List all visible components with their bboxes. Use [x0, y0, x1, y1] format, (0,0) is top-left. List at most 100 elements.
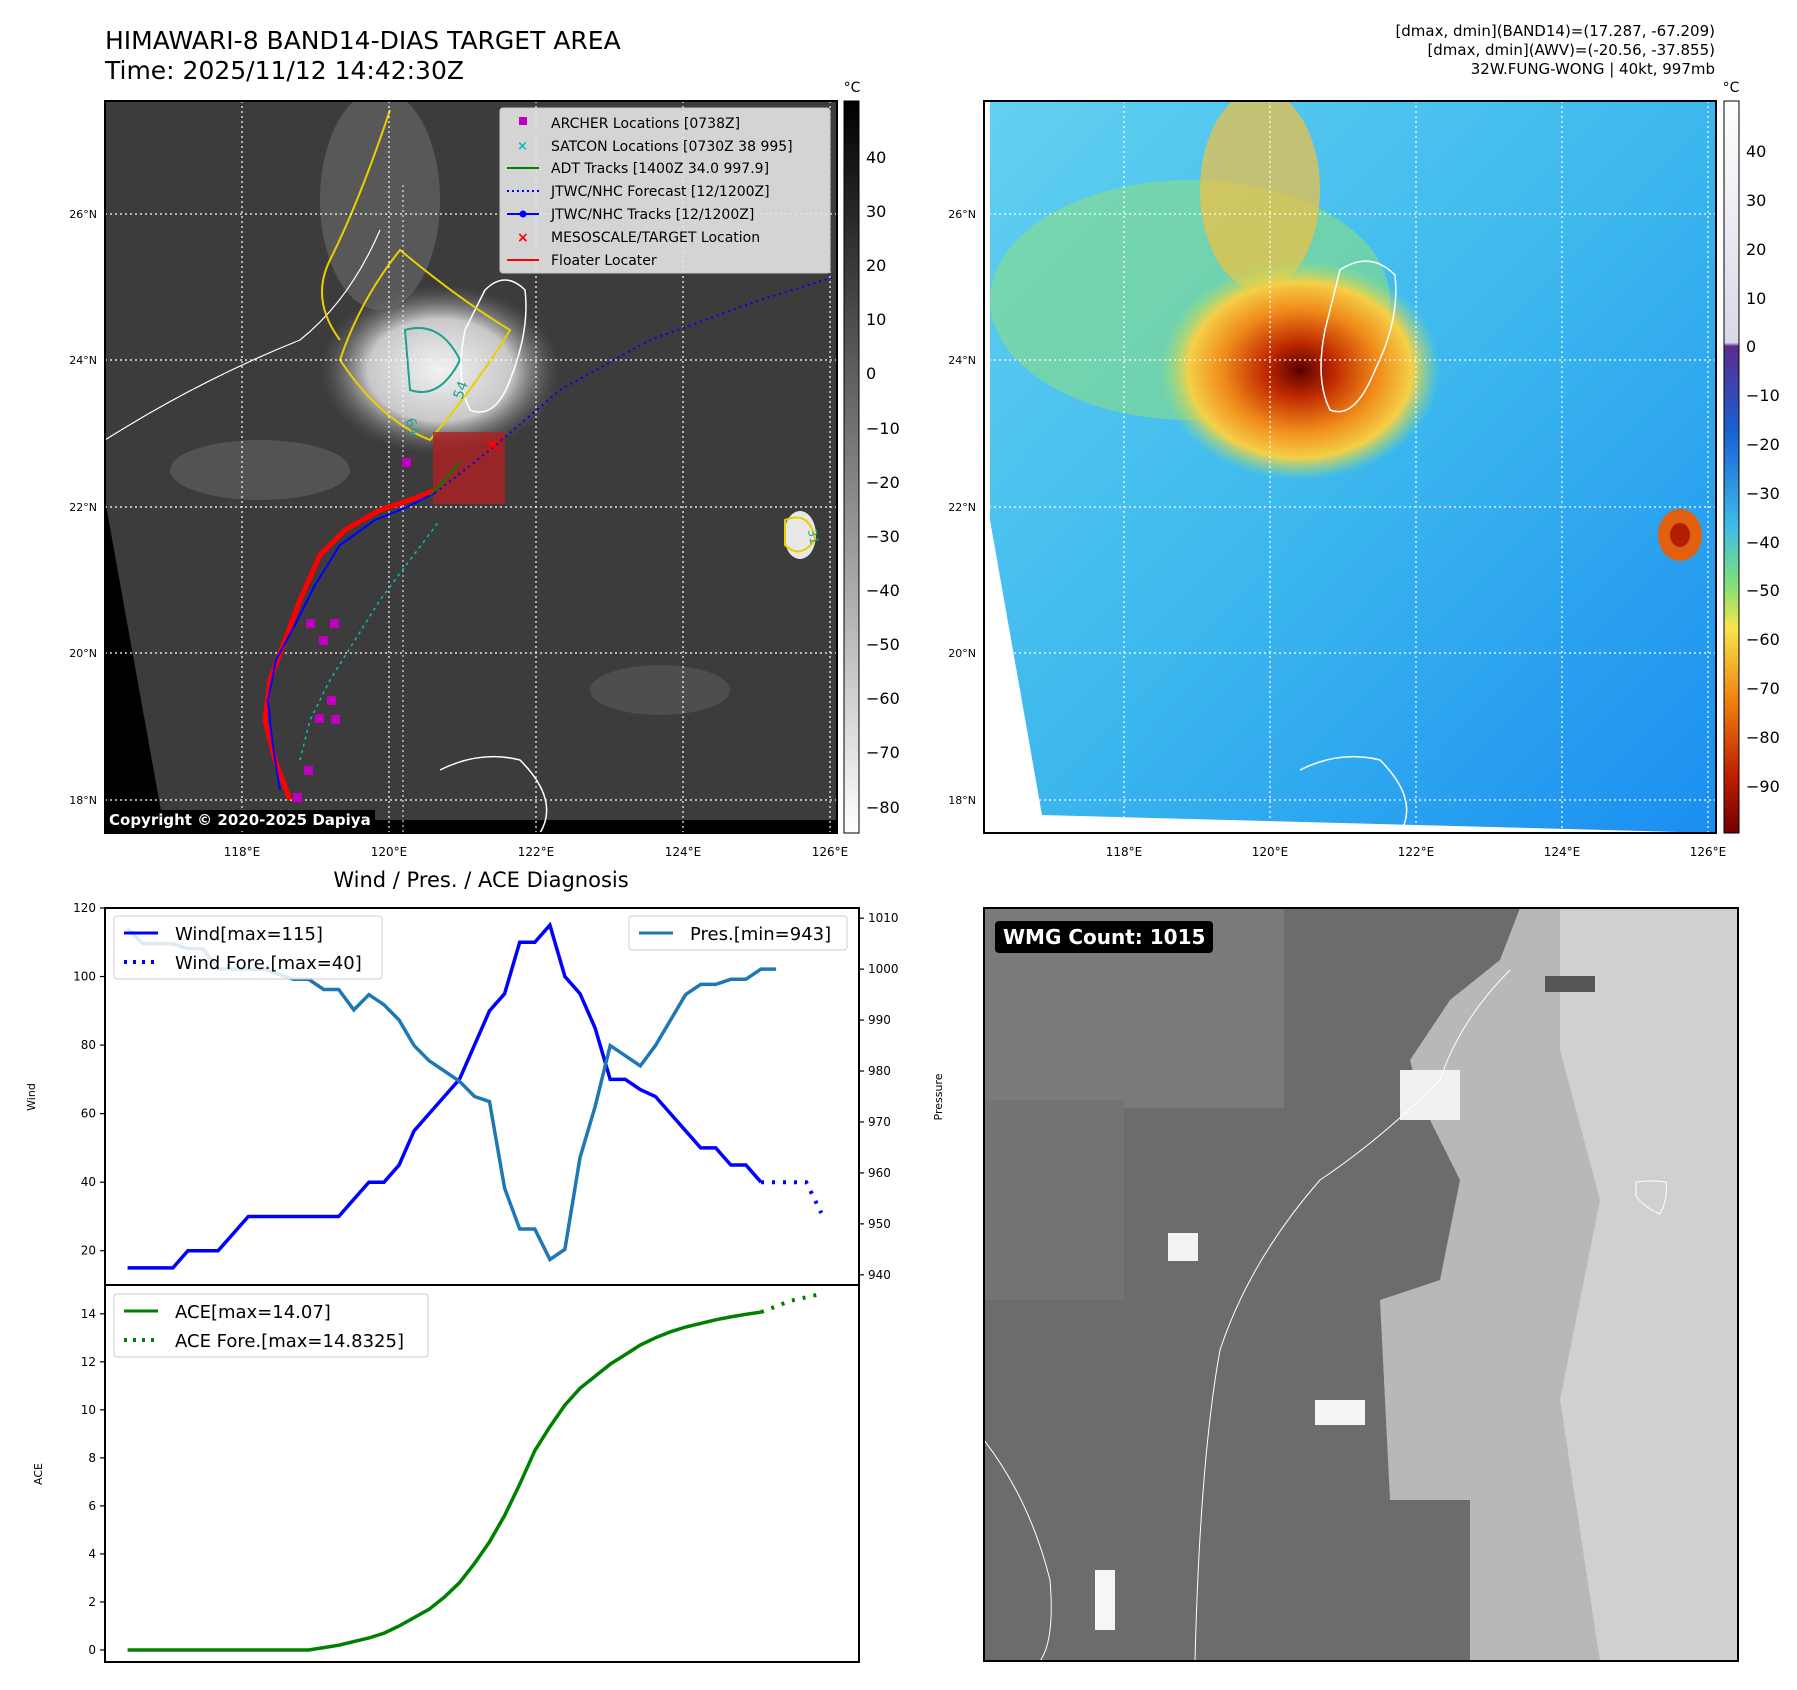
awv-map-frame: [983, 100, 1717, 834]
pres-ticks-label-5: 960: [868, 1166, 891, 1180]
svg-text:−60: −60: [1746, 630, 1780, 649]
contour-label-31: 31: [805, 528, 821, 545]
svg-text:22°N: 22°N: [948, 501, 976, 514]
svg-text:26°N: 26°N: [69, 208, 97, 221]
series-line-wind-1: [761, 1180, 824, 1214]
figure-title-line1: HIMAWARI-8 BAND14-DIAS TARGET AREA: [105, 26, 621, 55]
color-colorbar: [1723, 100, 1740, 834]
pres-ticks-label-1: 1000: [868, 962, 899, 976]
gray-colorbar: [843, 100, 860, 834]
svg-text:120°E: 120°E: [1252, 845, 1289, 859]
pres-legend: Pres.[min=943]: [628, 915, 848, 951]
svg-text:Wind[max=115]: Wind[max=115]: [175, 924, 323, 945]
wind-ylabel: Wind: [25, 1083, 38, 1111]
map1-lon-labels: 118°E 120°E 122°E 124°E 126°E: [224, 845, 849, 859]
series-line-ace-0: [127, 1310, 762, 1652]
svg-text:0: 0: [866, 364, 876, 383]
awv-map-panel: [984, 101, 1716, 833]
legend-archer: ARCHER Locations [0738Z]: [551, 116, 740, 132]
svg-text:−80: −80: [866, 798, 900, 817]
svg-text:−10: −10: [1746, 386, 1780, 405]
wind-ticks: 120 100 80 60 40 20: [73, 901, 105, 1258]
awv-map-gridlines: [984, 101, 1716, 833]
info-line2: [dmax, dmin](AWV)=(-20.56, -37.855): [1427, 41, 1715, 59]
svg-text:−50: −50: [866, 635, 900, 654]
svg-text:−90: −90: [1746, 777, 1780, 796]
pres-ticks-label-2: 990: [868, 1013, 891, 1027]
info-line1: [dmax, dmin](BAND14)=(17.287, -67.209): [1395, 22, 1715, 40]
svg-text:120°E: 120°E: [371, 845, 408, 859]
wind-ticks-label-4: 40: [81, 1175, 96, 1189]
diag-title: Wind / Pres. / ACE Diagnosis: [333, 868, 628, 892]
target-marker: [487, 439, 499, 451]
svg-text:18°N: 18°N: [69, 794, 97, 807]
storm-tracks: [262, 275, 838, 801]
color-colorbar-unit: °C: [1723, 80, 1740, 96]
map2-lat-labels: 26°N 24°N 22°N 20°N 18°N: [948, 208, 976, 807]
svg-text:124°E: 124°E: [1544, 845, 1581, 859]
wind-ticks-label-0: 120: [73, 901, 96, 915]
wind-ticks-label-2: 80: [81, 1038, 96, 1052]
wind-legend: Wind[max=115] Wind Fore.[max=40]: [113, 915, 383, 980]
svg-text:−20: −20: [866, 473, 900, 492]
ace-ticks-label-7: 0: [88, 1643, 96, 1657]
archer-markers: [293, 458, 411, 802]
svg-text:40: 40: [866, 148, 886, 167]
svg-text:×: ×: [517, 139, 528, 154]
ace-ticks-label-4: 6: [88, 1499, 96, 1513]
svg-text:18°N: 18°N: [948, 794, 976, 807]
svg-text:20: 20: [866, 256, 886, 275]
svg-text:118°E: 118°E: [1106, 845, 1143, 859]
legend-target: MESOSCALE/TARGET Location: [551, 230, 760, 246]
pres-ticks-label-7: 940: [868, 1268, 891, 1282]
svg-text:126°E: 126°E: [1690, 845, 1727, 859]
svg-text:10: 10: [866, 310, 886, 329]
svg-text:24°N: 24°N: [948, 354, 976, 367]
gray-colorbar-ticks: 40 30 20 10 0 −10 −20 −30 −40 −50 −60 −7…: [866, 148, 900, 817]
svg-text:Wind Fore.[max=40]: Wind Fore.[max=40]: [175, 953, 362, 974]
svg-text:122°E: 122°E: [518, 845, 555, 859]
svg-text:−70: −70: [1746, 679, 1780, 698]
ace-ticks-label-1: 12: [81, 1355, 96, 1369]
svg-text:−80: −80: [1746, 728, 1780, 747]
wmg-frame: [983, 907, 1739, 1662]
svg-text:−30: −30: [1746, 484, 1780, 503]
wmg-count-label: WMG Count: 1015: [995, 921, 1214, 953]
svg-text:126°E: 126°E: [812, 845, 849, 859]
ace-ticks-label-2: 10: [81, 1403, 96, 1417]
pres-ticks-label-4: 970: [868, 1115, 891, 1129]
svg-text:124°E: 124°E: [665, 845, 702, 859]
legend-adt: ADT Tracks [1400Z 34.0 997.9]: [551, 161, 769, 177]
svg-text:10: 10: [1746, 289, 1766, 308]
svg-text:−60: −60: [866, 689, 900, 708]
pres-ticks-label-3: 980: [868, 1064, 891, 1078]
ace-ticks-label-5: 4: [88, 1547, 96, 1561]
svg-text:22°N: 22°N: [69, 501, 97, 514]
svg-text:−40: −40: [1746, 533, 1780, 552]
legend-tracks: JTWC/NHC Tracks [12/1200Z]: [550, 207, 754, 223]
ace-ticks: 14 12 10 8 6 4 2 0: [81, 1307, 105, 1657]
ace-ticks-label-0: 14: [81, 1307, 96, 1321]
contour-label-64: 64: [401, 416, 422, 438]
ir-map-frame: [104, 100, 838, 834]
legend-forecast: JTWC/NHC Forecast [12/1200Z]: [550, 184, 770, 200]
map-legend: ARCHER Locations [0738Z] × SATCON Locati…: [499, 107, 831, 274]
svg-text:−10: −10: [866, 419, 900, 438]
svg-text:−20: −20: [1746, 435, 1780, 454]
figure-title-line2: Time: 2025/11/12 14:42:30Z: [105, 56, 464, 85]
wmg-panel: [984, 908, 1738, 1661]
svg-text:122°E: 122°E: [1398, 845, 1435, 859]
svg-text:×: ×: [517, 230, 529, 246]
svg-text:ACE[max=14.07]: ACE[max=14.07]: [175, 1302, 331, 1323]
wind-ticks-label-3: 60: [81, 1107, 96, 1121]
svg-text:20: 20: [1746, 240, 1766, 259]
ace-ticks-label-3: 8: [88, 1451, 96, 1465]
map2-lon-labels: 118°E 120°E 122°E 124°E 126°E: [1106, 845, 1727, 859]
svg-text:30: 30: [866, 202, 886, 221]
wind-ticks-label-1: 100: [73, 970, 96, 984]
svg-text:26°N: 26°N: [948, 208, 976, 221]
ace-ylabel: ACE: [32, 1463, 45, 1485]
series-line-wind-0: [127, 921, 763, 1270]
svg-text:−70: −70: [866, 743, 900, 762]
legend-satcon: SATCON Locations [0730Z 38 995]: [551, 139, 793, 155]
